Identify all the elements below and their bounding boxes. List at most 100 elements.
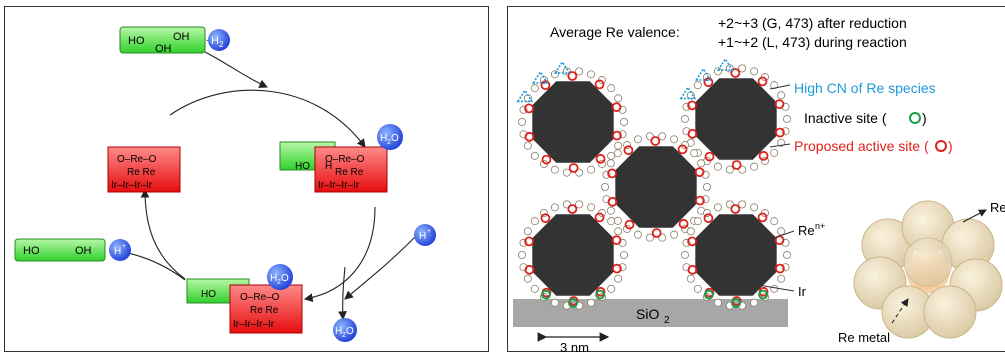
active-site-marker [524,264,535,275]
legend-leader-active [769,143,791,148]
re-metal-arrow [891,298,909,324]
ir-particle [532,214,614,296]
surface-atom [686,227,695,236]
support-label: SiO [636,306,659,322]
ren-leader [770,230,795,240]
legend-active-end: ) [948,138,953,154]
inactive-site-marker [540,289,551,300]
active-site-marker [731,160,742,170]
valence-line-1: +2~+3 (G, 473) after reduction [718,15,907,31]
surface-atom [607,284,616,293]
active-site-marker [703,77,714,88]
legend-active-marker [935,140,947,152]
bottom-complex-row2: Re Re [250,305,279,316]
surface-atom [530,284,539,293]
ir-nanoparticles [516,57,791,310]
right-complex-h: H [325,161,332,172]
left-complex-box [107,146,181,193]
active-site-marker [611,102,622,113]
active-site-marker [611,235,622,246]
right-complex-box [314,146,388,193]
surface-atom [713,203,722,212]
surface-atom [587,203,596,212]
active-site-marker [774,99,785,110]
valence-label: Average Re valence: [550,24,680,40]
active-site-marker [594,79,605,90]
proton-input-arrow [344,236,416,300]
surface-atom [613,149,622,158]
surface-atom [777,91,786,100]
active-site-marker [540,80,551,91]
surface-atom [606,159,615,168]
active-site-marker [730,68,741,78]
surface-atom [702,182,711,191]
h-plus-ball-left [109,239,131,261]
propanediol-oh: OH [75,245,92,257]
surface-atom [738,200,747,209]
active-site-marker [695,195,705,206]
surface-atom [770,284,779,293]
surface-atom [550,165,559,174]
label-ren: Re [798,223,815,238]
ir-particle [695,78,777,160]
surface-atom [587,298,596,307]
surface-atom [777,138,786,147]
surface-atom [587,165,596,174]
active-site-marker [677,144,688,155]
active-site-marker [687,128,698,139]
active-site-marker [775,263,785,274]
active-site-marker [757,76,768,87]
surface-atom [770,148,779,157]
active-site-marker [567,71,578,81]
legend-leader-high-cn [769,84,791,90]
surface-atom [750,67,759,76]
right-complex-ho: HO [295,161,310,172]
active-site-marker [607,168,617,179]
water-ball-output [333,318,357,342]
glycerol-box [119,26,206,54]
high-cn-species [553,60,571,74]
active-site-marker [694,167,705,178]
surface-atom [725,165,734,174]
surface-atom [620,250,629,259]
cycle-arrow-right [303,206,376,303]
surface-atom [575,200,584,209]
surface-atom [614,141,623,150]
h-plus-ball-right [414,224,436,246]
inactive-site-marker [568,298,578,308]
bottom-complex-ho: HO [201,289,216,300]
ir-particle [695,214,777,296]
surface-atom [523,274,532,283]
cycle-arrow-top [169,89,366,148]
water-ball-bottom [267,264,293,290]
surface-atom [523,227,532,236]
water-output-sub: 2 [342,332,346,339]
h-plus-left-sup: + [122,243,126,250]
surface-atom [613,216,622,225]
active-site-marker [595,153,606,164]
label-ren-cut: Re [990,200,1005,215]
surface-atom [693,284,702,293]
high-cn-species [679,85,697,100]
surface-atom [777,274,786,283]
surface-atom [550,203,559,212]
water-right-h: H [380,133,387,144]
support-label-sub: 2 [664,315,670,326]
active-site-marker [730,204,741,214]
surface-atom [530,151,539,160]
propanediol-box [14,238,106,262]
surface-atom [645,233,654,242]
right-complex-row1: O–Re–O [325,154,365,165]
legend-inactive: Inactive site ( [804,110,887,126]
active-site-marker [623,145,634,156]
active-site-marker [568,163,579,173]
surface-atom [530,84,539,93]
active-site-marker [612,263,622,274]
scale-label: 3 nm [560,340,589,353]
active-site-marker [775,127,785,138]
surface-atom [770,81,779,90]
active-site-marker [524,236,534,247]
glycerol-ho: HO [128,35,145,47]
surface-atom [530,217,539,226]
high-cn-species [516,88,534,103]
